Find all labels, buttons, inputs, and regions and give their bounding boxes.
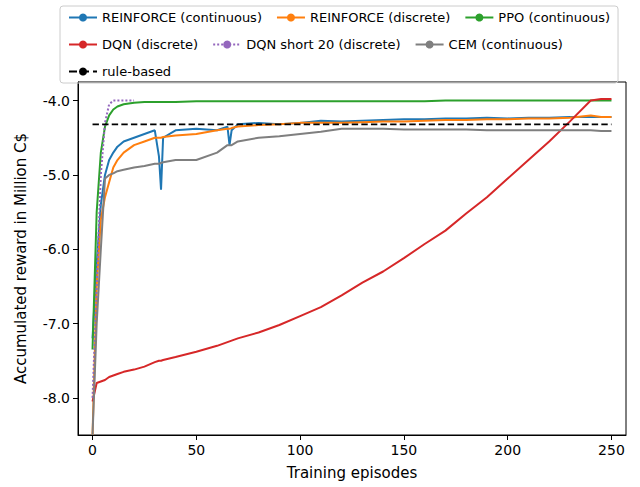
svg-text:DQN (discrete): DQN (discrete)	[102, 37, 198, 52]
svg-text:250: 250	[598, 442, 625, 458]
svg-text:REINFORCE (discrete): REINFORCE (discrete)	[310, 10, 450, 25]
svg-text:Accumulated reward in Million: Accumulated reward in Million C$	[12, 133, 30, 384]
svg-text:0: 0	[88, 442, 97, 458]
svg-text:100: 100	[287, 442, 314, 458]
svg-text:-4.0: -4.0	[43, 93, 70, 109]
svg-text:200: 200	[494, 442, 521, 458]
svg-text:-5.0: -5.0	[43, 167, 70, 183]
svg-text:Training episodes: Training episodes	[286, 464, 418, 482]
svg-text:rule-based: rule-based	[102, 64, 171, 79]
svg-text:DQN short 20 (discrete): DQN short 20 (discrete)	[246, 37, 400, 52]
svg-text:50: 50	[187, 442, 205, 458]
svg-text:-7.0: -7.0	[43, 316, 70, 332]
svg-text:150: 150	[391, 442, 418, 458]
svg-text:REINFORCE (continuous): REINFORCE (continuous)	[102, 10, 262, 25]
svg-text:CEM (continuous): CEM (continuous)	[449, 37, 563, 52]
svg-text:-8.0: -8.0	[43, 390, 70, 406]
svg-text:-6.0: -6.0	[43, 241, 70, 257]
svg-text:PPO (continuous): PPO (continuous)	[498, 10, 610, 25]
